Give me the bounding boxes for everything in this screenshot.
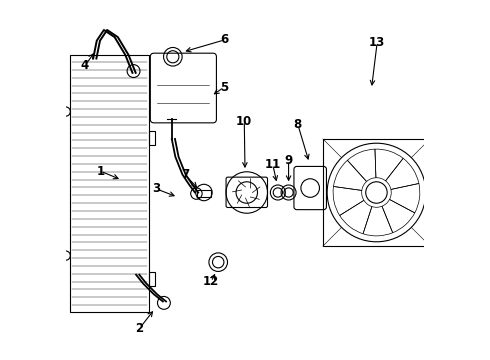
Text: 8: 8 (294, 118, 302, 131)
Text: 12: 12 (203, 275, 219, 288)
Bar (70, 55, 148, 312)
Text: 9: 9 (285, 154, 293, 167)
Text: 6: 6 (220, 33, 228, 46)
Text: 3: 3 (152, 183, 160, 195)
Bar (323, 139, 430, 246)
Bar (197, 190, 211, 197)
Bar (148, 131, 155, 145)
Bar (148, 272, 155, 287)
Text: 5: 5 (220, 81, 228, 94)
Text: 1: 1 (96, 165, 104, 177)
Text: 4: 4 (81, 59, 89, 72)
Text: 13: 13 (369, 36, 385, 49)
Text: 10: 10 (236, 114, 252, 127)
Text: 7: 7 (181, 168, 189, 181)
Text: 11: 11 (265, 158, 281, 171)
Text: 2: 2 (136, 322, 144, 335)
